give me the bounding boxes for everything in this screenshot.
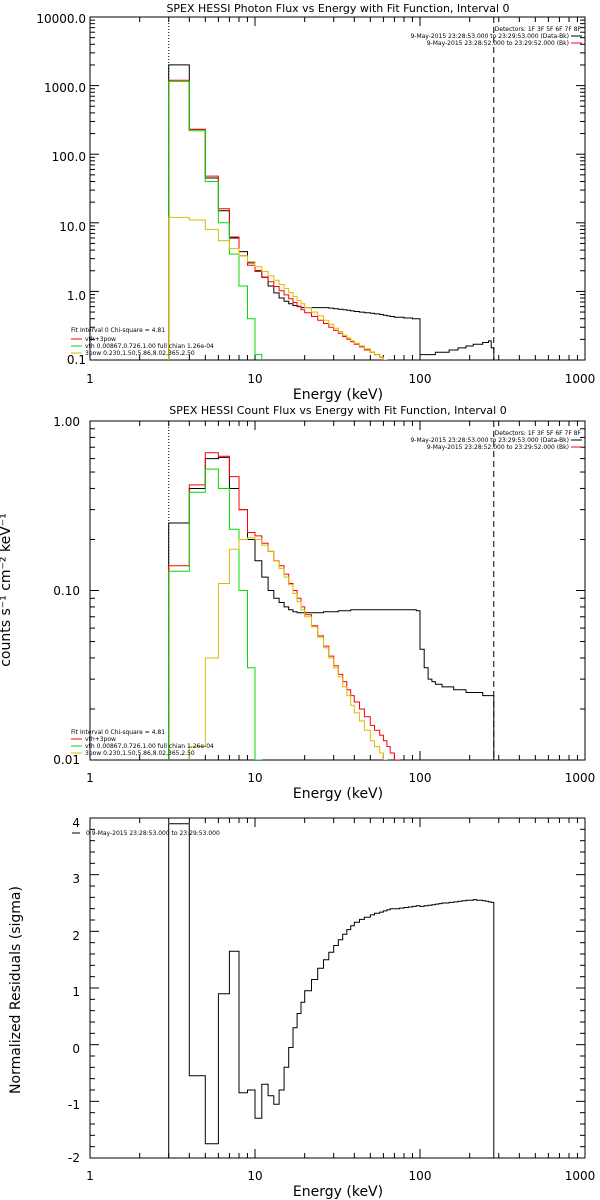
count-flux-ytick-1: 1.00 — [53, 415, 80, 429]
count-flux-xtick-100: 100 — [409, 771, 432, 785]
photon-flux-plot-frame — [89, 16, 586, 361]
residuals-ticks — [89, 817, 586, 1159]
residuals-ylabel: Normalized Residuals (sigma) — [8, 886, 24, 1094]
residuals-series — [168, 823, 495, 1158]
series-vth3pow-histogram — [168, 79, 388, 360]
photon-flux-legend-data-bk: 9-May-2015 23:28:53.000 to 23:29:53.000 … — [410, 33, 569, 40]
photon-flux-ticks — [89, 16, 586, 361]
photon-flux-fit-3pow: 3pow 0.230,1.50,5.86,8.02,365,2.50 — [85, 350, 195, 357]
photon-flux-panel: SPEX HESSI Photon Flux vs Energy with Fi… — [36, 2, 595, 403]
residuals-ytick-m2: -2 — [68, 1151, 80, 1165]
photon-flux-fit-vth3pow: vth+3pow — [85, 336, 116, 343]
residuals-xlabel: Energy (keV) — [293, 1184, 383, 1200]
count-flux-xtick-1000: 1000 — [565, 771, 596, 785]
residuals-ytick-3: 3 — [72, 872, 80, 886]
photon-flux-xtick-10: 10 — [247, 372, 262, 386]
residuals-ytick-2: 2 — [72, 929, 80, 943]
photon-flux-xtick-100: 100 — [409, 372, 432, 386]
residuals-xtick-1: 1 — [86, 1169, 94, 1183]
residuals-ytick-0: 0 — [72, 1042, 80, 1056]
residuals-xtick-100: 100 — [409, 1169, 432, 1183]
photon-flux-ytick-10000: 10000.0 — [36, 12, 86, 26]
count-flux-panel: SPEX HESSI Count Flux vs Energy with Fit… — [0, 404, 595, 802]
photon-flux-xtick-1: 1 — [86, 372, 94, 386]
count-flux-plot-frame — [89, 420, 586, 761]
count-flux-fit-vth: vth 0.00867,0.726,1.00 full chian 1.26e-… — [85, 743, 214, 750]
residuals-xtick-1000: 1000 — [565, 1169, 596, 1183]
photon-flux-xlabel: Energy (keV) — [293, 387, 383, 403]
series-3pow-histogram — [188, 537, 388, 760]
count-flux-fit-3pow: 3pow 0.230,1.50,5.86,8.02,365,2.50 — [85, 750, 195, 757]
photon-flux-title: SPEX HESSI Photon Flux vs Energy with Fi… — [166, 2, 509, 15]
count-flux-ylabel: counts s⁻¹ cm⁻² keV⁻¹ — [0, 513, 14, 667]
photon-flux-ytick-0.1: 0.1 — [67, 353, 86, 367]
photon-flux-ytick-100: 100.0 — [52, 150, 86, 164]
residuals-ytick-1: 1 — [72, 985, 80, 999]
series-3pow-histogram — [168, 216, 388, 360]
count-flux-xtick-1: 1 — [86, 771, 94, 785]
count-flux-xtick-10: 10 — [247, 771, 262, 785]
count-flux-legend-data-bk: 9-May-2015 23:28:53.000 to 23:29:53.000 … — [410, 437, 569, 444]
count-flux-fit-header: Fit Interval 0 Chi-square = 4.81 — [71, 729, 165, 736]
residuals-panel: 1 10 100 1000 -2 -1 0 1 2 3 4 Energy (ke… — [8, 816, 595, 1200]
photon-flux-ytick-10: 10.0 — [59, 220, 86, 234]
photon-flux-fit-vth: vth 0.00867,0.726,1.00 full chian 1.26e-… — [85, 343, 214, 350]
count-flux-ticks — [89, 420, 586, 761]
count-flux-detectors-label: Detectors: 1F 3F 5F 6F 7F 8F — [495, 430, 582, 437]
photon-flux-legend-bk: 9-May-2015 23:28:52.000 to 23:29:52.000 … — [427, 40, 569, 47]
residuals-ytick-4: 4 — [72, 816, 80, 830]
count-flux-xlabel: Energy (keV) — [293, 786, 383, 802]
residuals-xtick-10: 10 — [247, 1169, 262, 1183]
residuals-legend: 0 9-May-2015 23:28:53.000 to 23:29:53.00… — [86, 830, 220, 837]
count-flux-ytick-0.1: 0.10 — [53, 584, 80, 598]
count-flux-series — [168, 452, 495, 760]
photon-flux-xtick-1000: 1000 — [565, 372, 596, 386]
residuals-ytick-m1: -1 — [68, 1098, 80, 1112]
photon-flux-detectors-label: Detectors: 1F 3F 5F 6F 7F 8F — [495, 26, 582, 33]
photon-flux-fit-header: Fit Interval 0 Chi-square = 4.81 — [71, 327, 165, 334]
series-data-histogram — [168, 64, 495, 360]
count-flux-fit-vth3pow: vth+3pow — [85, 736, 116, 743]
photon-flux-series — [168, 64, 495, 360]
count-flux-legend-bk: 9-May-2015 23:28:52.000 to 23:29:52.000 … — [427, 444, 569, 451]
series-vth-histogram — [168, 468, 263, 760]
residuals-plot-frame — [89, 817, 586, 1159]
series-data-histogram — [168, 456, 495, 760]
series-vth3pow-histogram — [168, 452, 400, 760]
count-flux-reference-lines — [168, 421, 495, 760]
photon-flux-ytick-1000: 1000.0 — [44, 81, 86, 95]
series-vth-histogram — [168, 80, 263, 360]
series-data-histogram — [168, 823, 495, 1158]
count-flux-title: SPEX HESSI Count Flux vs Energy with Fit… — [169, 404, 506, 417]
photon-flux-ytick-1: 1.0 — [67, 289, 86, 303]
count-flux-ytick-0.01: 0.01 — [53, 753, 80, 767]
